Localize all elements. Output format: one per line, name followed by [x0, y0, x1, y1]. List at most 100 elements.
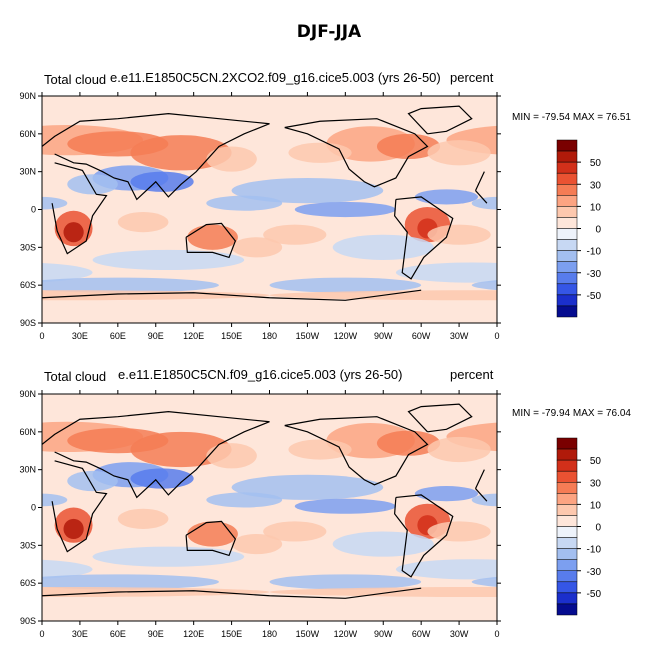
panel1-case-label: e.e11.E1850C5CN.2XCO2.f09_g16.cice5.003 … [110, 70, 441, 85]
panel2-coastline [394, 494, 454, 578]
panel2-lon-label: 30W [450, 629, 469, 639]
panel1-colorbar-swatch [556, 294, 578, 307]
panel2-colorbar-swatch [556, 459, 578, 472]
panel1-lon-label: 180 [262, 331, 277, 341]
panel1-coastline [51, 162, 488, 255]
panel2-anomaly-region [42, 574, 219, 590]
panel1-anomaly-region [0, 140, 36, 165]
panel2-anomaly-region [263, 521, 327, 542]
panel1-field [0, 96, 497, 323]
panel2-lat-label: 90S [20, 616, 36, 626]
panel2-colorbar-swatch [556, 526, 578, 538]
panel1-colorbar-swatch [556, 184, 578, 196]
panel2-anomaly-region [471, 493, 497, 507]
panel1-colorbar-swatch [556, 261, 578, 273]
panel1-minmax: MIN = -79.54 MAX = 76.51 [512, 112, 631, 123]
panel2-anomaly-region [67, 470, 118, 492]
panel1-anomaly-region [427, 140, 491, 166]
panel1-units-label: percent [450, 70, 494, 85]
panel2-lat-label: 60N [19, 427, 36, 437]
panel2-anomaly-region [130, 468, 194, 489]
panel1-anomaly-region [231, 237, 283, 258]
panel2-anomaly-region [92, 546, 245, 567]
panel1-coastline [407, 105, 473, 135]
panel2-anomaly-region [294, 498, 396, 514]
panel2-colorbar-label: 50 [590, 456, 602, 467]
panel1-anomaly-region [288, 142, 352, 163]
panel1-anomaly-region [92, 249, 245, 271]
panel1-colorbar-label: 0 [595, 225, 601, 236]
panel1-anomaly-region [332, 234, 434, 260]
panel2-lon-label: 60E [110, 629, 126, 639]
panel1-colorbar-swatch [556, 250, 578, 262]
panel1-anomaly-region [187, 224, 238, 250]
panel2-anomaly-region [42, 493, 68, 507]
panel2-lon-label: 120E [183, 629, 204, 639]
panel2-anomaly-region [288, 439, 352, 460]
panel1-anomaly-region [42, 277, 219, 293]
panel2-colorbar-swatch [556, 515, 578, 527]
panel2-colorbar-swatch [556, 548, 578, 560]
panel2-coastline [51, 460, 488, 553]
panel2-lat-label: 30S [20, 540, 36, 550]
panel2-colorbar-swatch [556, 537, 578, 549]
panel2-colorbar-label: -30 [587, 567, 602, 578]
panel1-lon-label: 30W [450, 331, 469, 341]
panel1-anomaly-region [414, 189, 479, 205]
panel2-colorbar-swatch [556, 603, 578, 616]
panel2-lat-label: 90N [19, 389, 36, 399]
panel1-coastline [394, 196, 454, 280]
panel2-anomaly-region [63, 518, 84, 540]
panel2-anomaly-region [376, 430, 441, 456]
panel1-colorbar: 50 30 10 0 -10 -30 -50 [556, 139, 602, 318]
panel1-colorbar-swatch [556, 206, 578, 218]
panel2-colorbar-label: 30 [590, 478, 602, 489]
panel2-anomaly-region [206, 443, 257, 469]
panel1-colorbar-swatch [556, 305, 578, 318]
panel2-lon-label: 90W [374, 629, 393, 639]
panel1-lat-label: 60S [20, 280, 36, 290]
panel2-anomaly-region [117, 508, 169, 529]
panel1-anomaly-region [231, 177, 384, 204]
panel1-anomaly-region [206, 195, 283, 211]
panel1-lat-label: 30S [20, 242, 36, 252]
panel1-colorbar-swatch [556, 228, 578, 240]
panel1-lon-label: 150W [296, 331, 320, 341]
panel2-variable-label: Total cloud [44, 369, 107, 384]
panel2-case-label: e.e11.E1850C5CN.f09_g16.cice5.003 (yrs 2… [118, 367, 403, 382]
panel1-colorbar-label: -10 [587, 247, 602, 258]
panel1-anomaly-region [263, 224, 327, 245]
panel1-anomaly-region [130, 135, 232, 171]
panel1-lat-label: 90N [19, 91, 36, 101]
panel2-colorbar-swatch [556, 570, 578, 583]
panel2-lon-label: 120W [334, 629, 358, 639]
panel2-field [42, 394, 497, 621]
panel1-anomaly-region [427, 224, 491, 245]
panel1-colorbar-swatch [556, 172, 578, 185]
panel1-colorbar-swatch [556, 283, 578, 296]
panel2-coastline [407, 403, 473, 433]
panel2-anomaly-region [187, 521, 238, 547]
panel2-anomaly-region [414, 486, 479, 502]
panel2-anomaly-region [231, 474, 384, 500]
panel2-lon-label: 60W [412, 629, 431, 639]
panel2-lon-label: 0 [39, 629, 44, 639]
panel2-lat-label: 60S [20, 578, 36, 588]
panel2-lon-label: 150E [221, 629, 242, 639]
panel1-colorbar-swatch [556, 139, 578, 152]
panel2-lon-label: 30E [72, 629, 88, 639]
panel1-anomaly-region [63, 222, 84, 243]
panel1-lon-label: 120W [334, 331, 358, 341]
panel2-coastline [42, 587, 422, 599]
panel2-colorbar-swatch [556, 581, 578, 594]
panel2-coastline [185, 520, 237, 557]
panel1-anomaly-region [42, 290, 270, 301]
panel2-lon-label: 90E [148, 629, 164, 639]
panel1-anomaly-region [269, 277, 422, 293]
panel1-colorbar-swatch [556, 195, 578, 207]
panel2-anomaly-region [332, 531, 434, 557]
panel1-lon-label: 150E [221, 331, 242, 341]
panel2-minmax: MIN = -79.94 MAX = 76.04 [512, 408, 631, 419]
